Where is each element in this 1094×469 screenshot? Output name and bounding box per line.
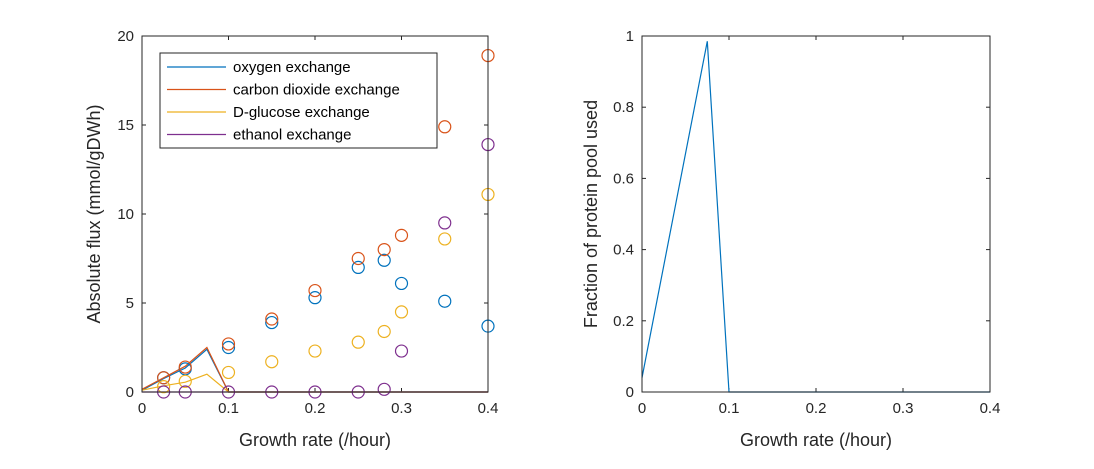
flux-y-tick-labels: 0 5 10 15 20 xyxy=(117,28,134,401)
y-tick-label: 0.2 xyxy=(613,313,634,330)
flux-x-tick-labels: 0 0.1 0.2 0.3 0.4 xyxy=(138,400,499,417)
x-tick-label: 0.3 xyxy=(391,400,412,417)
legend-label: D-glucose exchange xyxy=(233,104,370,121)
x-tick-label: 0.2 xyxy=(305,400,326,417)
y-tick-label: 0.8 xyxy=(613,99,634,116)
flux-plot: 0 0.1 0.2 0.3 0.4 0 5 10 15 20 Growth rate (/hou… xyxy=(84,28,498,450)
legend-label: ethanol exchange xyxy=(233,127,351,144)
legend-label: carbon dioxide exchange xyxy=(233,82,400,99)
protein-x-axis-label: Growth rate (/hour) xyxy=(740,430,892,450)
x-tick-label: 0 xyxy=(638,400,646,417)
protein-x-tick-labels: 0 0.1 0.2 0.3 0.4 xyxy=(638,400,1001,417)
x-tick-label: 0.4 xyxy=(980,400,1001,417)
y-tick-label: 15 xyxy=(117,117,134,134)
protein-plot-area xyxy=(642,36,990,392)
x-tick-label: 0.3 xyxy=(893,400,914,417)
y-tick-label: 20 xyxy=(117,28,134,45)
x-tick-label: 0.4 xyxy=(478,400,499,417)
y-tick-label: 0 xyxy=(626,384,634,401)
flux-x-axis-label: Growth rate (/hour) xyxy=(239,430,391,450)
x-tick-label: 0 xyxy=(138,400,146,417)
protein-y-axis-label: Fraction of protein pool used xyxy=(581,100,601,328)
legend-label: oxygen exchange xyxy=(233,59,351,76)
flux-y-axis-label: Absolute flux (mmol/gDWh) xyxy=(84,104,104,323)
x-tick-label: 0.2 xyxy=(806,400,827,417)
x-tick-label: 0.1 xyxy=(719,400,740,417)
y-tick-label: 1 xyxy=(626,28,634,45)
y-tick-label: 10 xyxy=(117,206,134,223)
y-tick-label: 5 xyxy=(126,295,134,312)
y-tick-label: 0.4 xyxy=(613,242,634,259)
flux-legend: oxygen exchange carbon dioxide exchange D-… xyxy=(160,53,437,148)
x-tick-label: 0.1 xyxy=(218,400,239,417)
protein-pool-plot: 0 0.1 0.2 0.3 0.4 0 0.2 0.4 0.6 0.8 1 Growth rate… xyxy=(581,28,1000,450)
y-tick-label: 0 xyxy=(126,384,134,401)
protein-y-tick-labels: 0 0.2 0.4 0.6 0.8 1 xyxy=(613,28,634,401)
y-tick-label: 0.6 xyxy=(613,170,634,187)
